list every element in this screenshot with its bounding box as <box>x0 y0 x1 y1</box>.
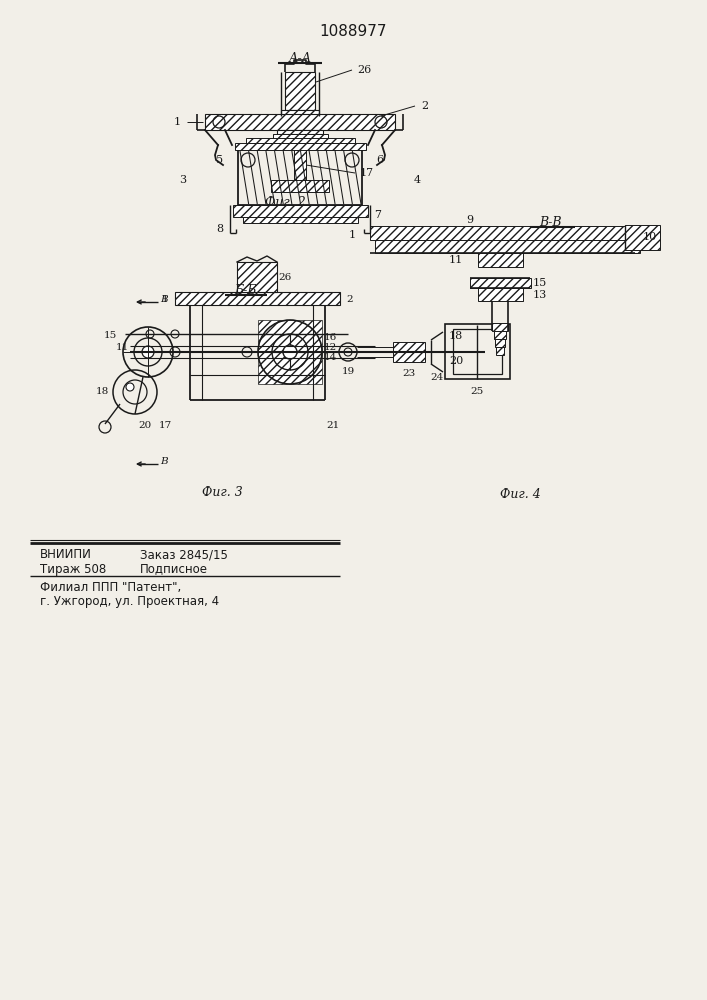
Text: 24: 24 <box>431 372 443 381</box>
Text: г. Ужгород, ул. Проектная, 4: г. Ужгород, ул. Проектная, 4 <box>40 595 219 608</box>
Text: 10: 10 <box>643 232 657 242</box>
Text: 11: 11 <box>449 255 463 265</box>
Bar <box>271 180 329 192</box>
Bar <box>205 114 395 130</box>
Bar <box>496 347 504 355</box>
Text: 17: 17 <box>158 420 172 430</box>
Bar <box>453 329 502 374</box>
Bar <box>281 110 319 116</box>
Bar <box>625 225 660 250</box>
Text: 8: 8 <box>216 224 223 234</box>
Text: 1: 1 <box>162 294 168 304</box>
Circle shape <box>142 346 154 358</box>
Text: Фиг. 4: Фиг. 4 <box>500 488 540 502</box>
Text: Филиал ППП "Патент",: Филиал ППП "Патент", <box>40 582 181 594</box>
Bar <box>478 253 523 267</box>
Bar <box>370 226 660 240</box>
Text: 16: 16 <box>323 332 337 342</box>
Bar <box>258 320 322 384</box>
Text: В: В <box>160 294 168 304</box>
Bar <box>478 288 523 301</box>
Text: В-В: В-В <box>539 216 561 229</box>
Text: 9: 9 <box>467 215 474 225</box>
Text: 18: 18 <box>95 387 109 396</box>
Bar <box>243 217 358 223</box>
Text: 2: 2 <box>346 294 354 304</box>
Text: 25: 25 <box>470 386 484 395</box>
Text: 5: 5 <box>216 155 223 165</box>
Circle shape <box>126 383 134 391</box>
Text: 26: 26 <box>357 65 371 75</box>
Text: 17: 17 <box>360 168 374 178</box>
Bar <box>237 262 277 292</box>
Text: Б-Б: Б-Б <box>234 284 256 296</box>
Bar <box>494 331 506 339</box>
Bar <box>375 240 640 253</box>
Text: 3: 3 <box>180 175 187 185</box>
Bar <box>233 205 368 217</box>
Text: 15: 15 <box>103 332 117 340</box>
Text: 4: 4 <box>414 175 421 185</box>
Text: Фиг. 3: Фиг. 3 <box>201 487 243 499</box>
Text: 1: 1 <box>173 117 180 127</box>
Text: 1088977: 1088977 <box>320 24 387 39</box>
Text: 15: 15 <box>533 278 547 288</box>
Text: 18: 18 <box>449 331 463 341</box>
Circle shape <box>283 345 297 359</box>
Text: 23: 23 <box>402 369 416 378</box>
Text: А-А: А-А <box>288 51 312 64</box>
Text: 6: 6 <box>376 155 384 165</box>
Text: 11: 11 <box>115 342 129 352</box>
Bar <box>273 134 328 144</box>
Text: 19: 19 <box>341 367 355 376</box>
Text: 7: 7 <box>375 210 382 220</box>
Text: 13: 13 <box>533 290 547 300</box>
Text: 1: 1 <box>349 230 356 240</box>
Text: 12: 12 <box>323 342 337 352</box>
Text: 20: 20 <box>139 420 151 430</box>
Text: Тираж 508: Тираж 508 <box>40 562 106 576</box>
Bar <box>285 72 315 110</box>
Text: В: В <box>160 456 168 466</box>
Bar <box>470 278 531 288</box>
Text: Подписное: Подписное <box>140 562 208 576</box>
Bar <box>294 144 306 186</box>
Text: Заказ 2845/15: Заказ 2845/15 <box>140 548 228 562</box>
Bar <box>235 143 366 150</box>
Bar <box>277 130 323 134</box>
Bar <box>495 339 505 347</box>
Text: 20: 20 <box>449 356 463 366</box>
Text: 2: 2 <box>421 101 428 111</box>
Text: 14: 14 <box>323 353 337 361</box>
Text: 26: 26 <box>279 272 291 282</box>
Bar <box>246 138 355 143</box>
Bar <box>492 323 508 331</box>
Bar <box>393 342 425 362</box>
Bar <box>175 292 340 305</box>
Bar <box>445 324 510 379</box>
Text: Фиг. 2: Фиг. 2 <box>264 196 305 209</box>
Text: ВНИИПИ: ВНИИПИ <box>40 548 92 562</box>
Text: 21: 21 <box>327 420 339 430</box>
